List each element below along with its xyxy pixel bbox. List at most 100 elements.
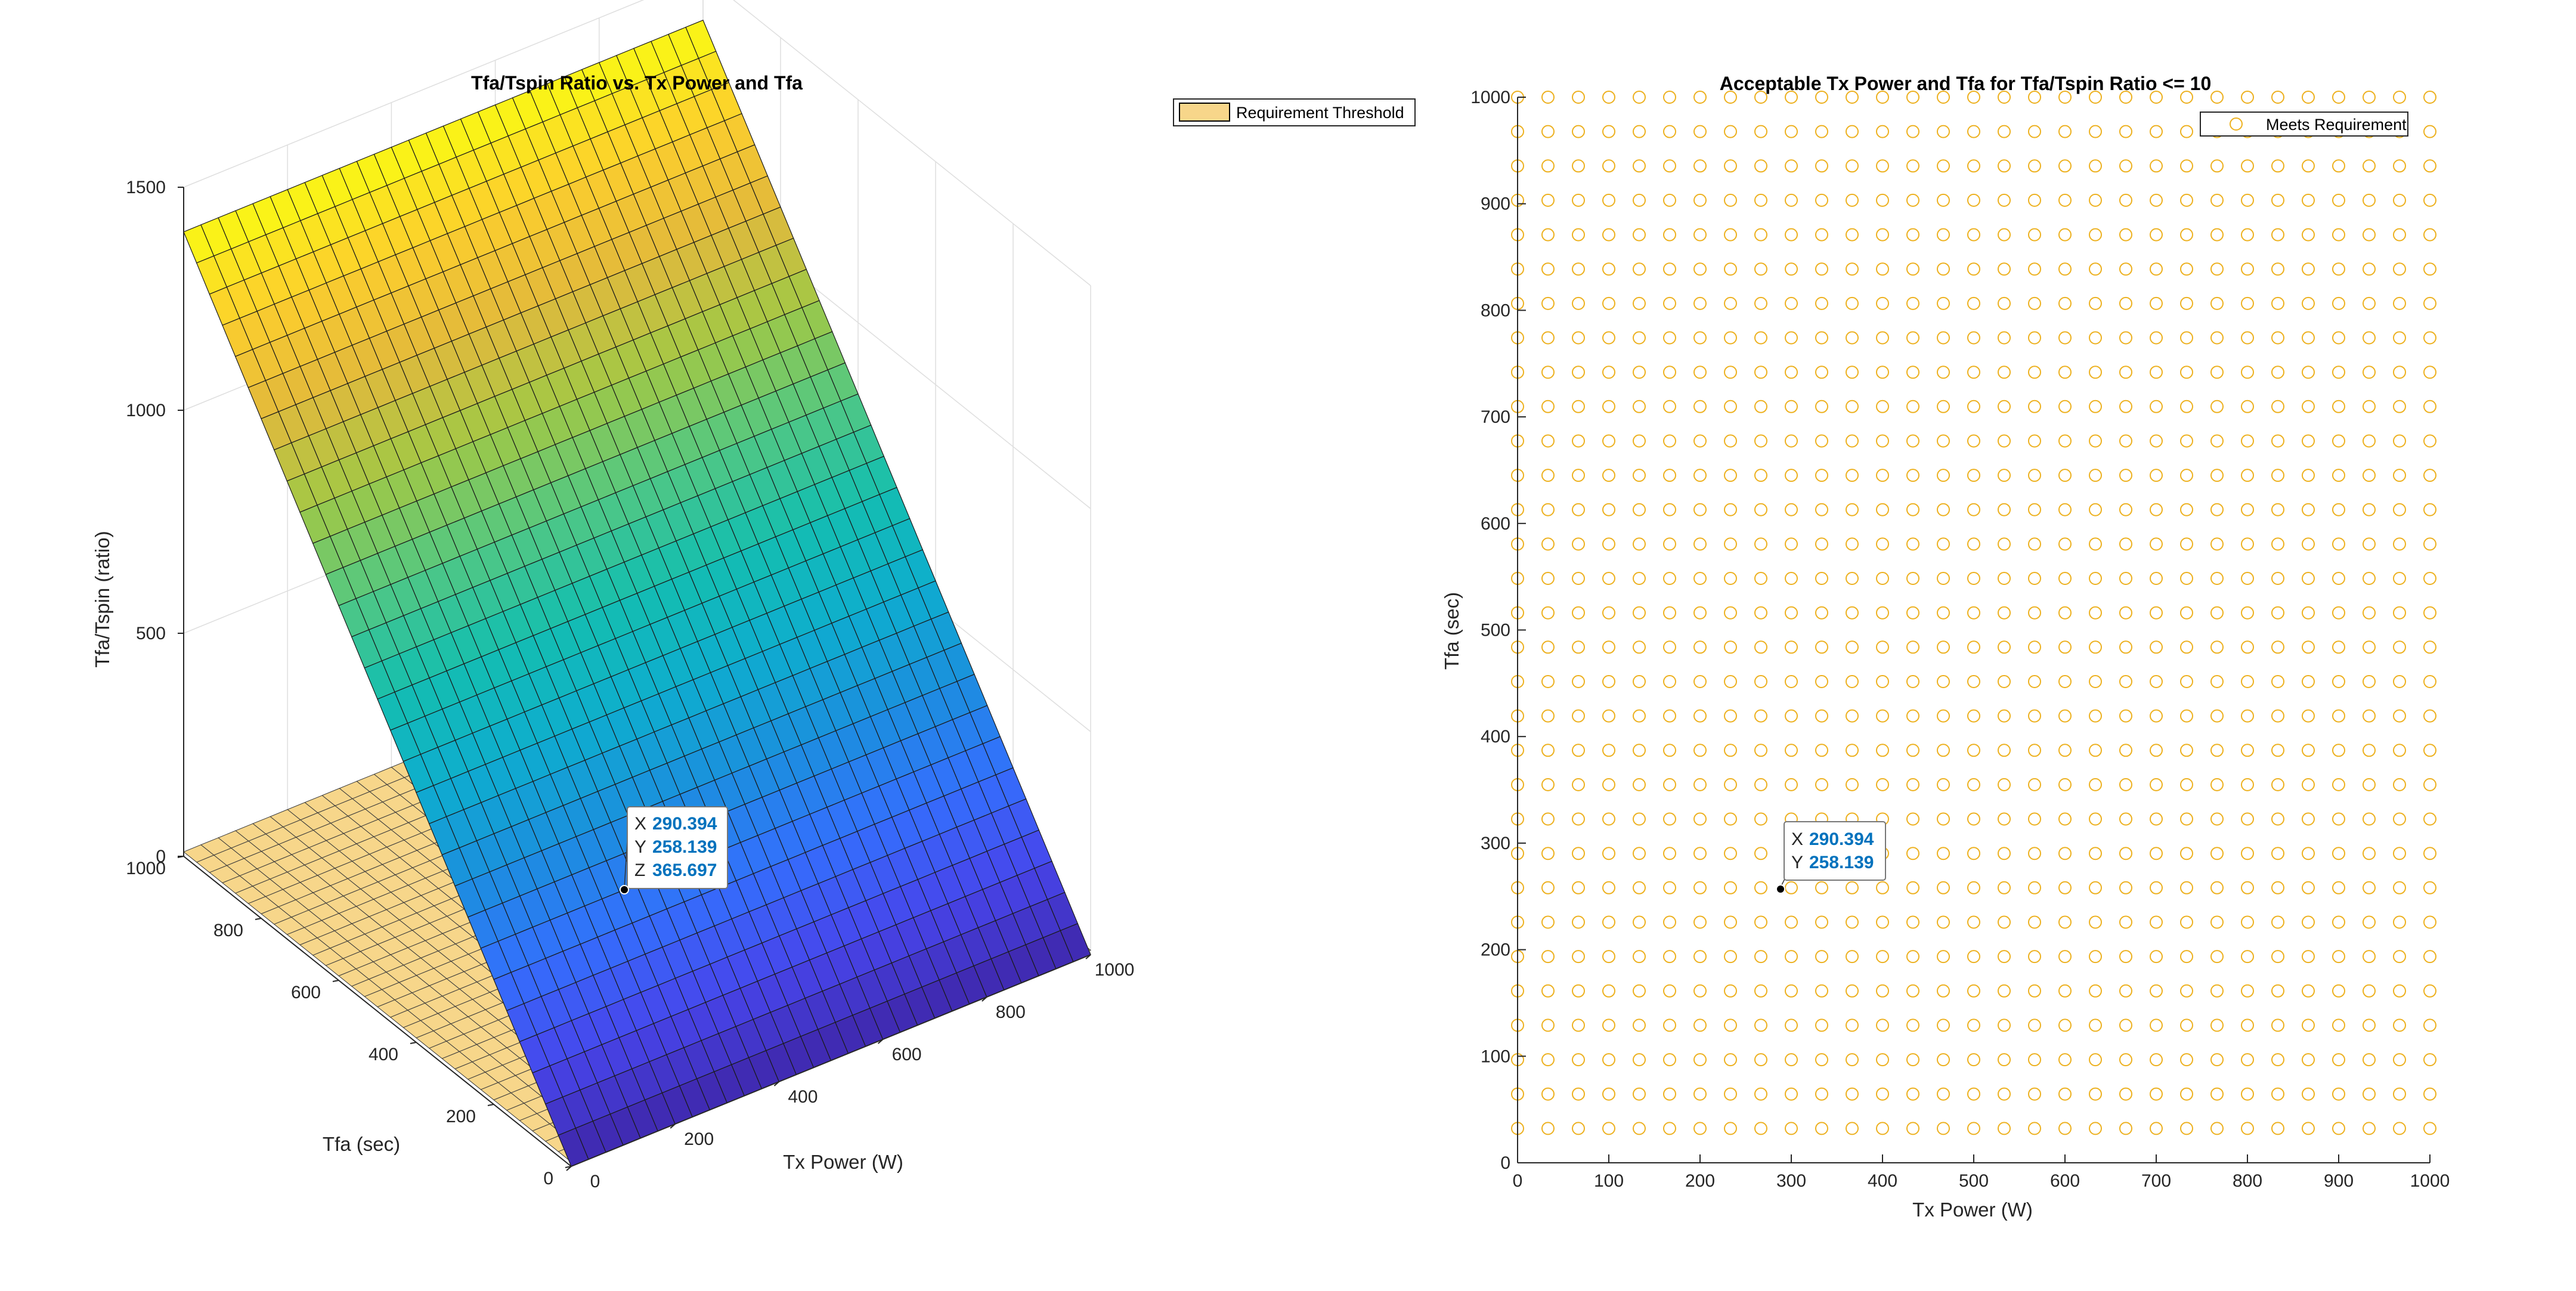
scatter-point [1815, 503, 1828, 516]
scatter-point [1754, 91, 1767, 104]
scatter-point [1754, 1018, 1767, 1032]
scatter-point [2241, 1018, 2254, 1032]
scatter-point [2332, 296, 2345, 310]
scatter-point [2180, 915, 2193, 929]
scatter-point [1541, 915, 1555, 929]
scatter-point [1846, 125, 1859, 138]
y-tick-mark [255, 918, 262, 920]
scatter-point [2241, 950, 2254, 964]
scatter-point [1754, 537, 1767, 551]
scatter-point [2119, 469, 2132, 482]
scatter-point [1937, 1087, 1950, 1101]
scatter-point [1754, 950, 1767, 964]
scatter-datatip[interactable]: X 290.394 Y 258.139 [1776, 821, 1886, 894]
scatter-point [2393, 193, 2406, 207]
scatter-point [1967, 881, 1980, 894]
scatter-point [2089, 572, 2102, 585]
scatter-point [1998, 1018, 2011, 1032]
scatter-point [1754, 881, 1767, 894]
scatter-point [1633, 1018, 1646, 1032]
scatter-point [2423, 331, 2436, 345]
scatter-point [2180, 91, 2193, 104]
scatter-point [2058, 366, 2072, 379]
scatter-point [1724, 709, 1737, 723]
scatter-point [2089, 812, 2102, 826]
scatter-point [2332, 778, 2345, 791]
scatter-point [1967, 159, 1980, 173]
scatter-point [2119, 675, 2132, 688]
scatter-point [2058, 193, 2072, 207]
scatter-point [2363, 1122, 2376, 1135]
scatter-point [2180, 331, 2193, 345]
scatter-point [2332, 469, 2345, 482]
scatter-legend[interactable]: Meets Requirement [2200, 112, 2408, 137]
scatter-point [2119, 572, 2132, 585]
scatter-point [1693, 434, 1707, 448]
scatter-point [2119, 744, 2132, 757]
scatter-point [1846, 1018, 1859, 1032]
scatter-point [1846, 915, 1859, 929]
scatter-point [2058, 744, 2072, 757]
scatter-point [2271, 193, 2284, 207]
scatter-point [2302, 296, 2315, 310]
scatter-point [1906, 950, 1919, 964]
scatter-point [1633, 778, 1646, 791]
scatter-point [2241, 366, 2254, 379]
scatter-point [1998, 984, 2011, 998]
scatter-point [1937, 881, 1950, 894]
scatter-point [2423, 709, 2436, 723]
scatter-point [2150, 778, 2163, 791]
scatter-point [2241, 675, 2254, 688]
scatter-point [1663, 1053, 1676, 1067]
scatter-point [2363, 640, 2376, 654]
scatter-point [1602, 1087, 1615, 1101]
scatter-point [1815, 984, 1828, 998]
scatter-point [2028, 984, 2041, 998]
scatter-point [1572, 606, 1585, 620]
scatter-point [2332, 537, 2345, 551]
scatter-point [2210, 366, 2224, 379]
scatter-point [1967, 744, 1980, 757]
scatter-point [1906, 984, 1919, 998]
surface-plot-axes[interactable]: 0200400600800100002004006008001000050010… [91, 0, 1416, 1191]
scatter-point [2271, 91, 2284, 104]
scatter-plot-axes[interactable]: 0 100 200 300 400 500 600 700 800 900 1000 0 100 200 3… [1441, 73, 2450, 1221]
scatter-point [2302, 915, 2315, 929]
scatter-point [2332, 984, 2345, 998]
scatter-point [2180, 193, 2193, 207]
scatter-point [1572, 159, 1585, 173]
surface-legend[interactable]: Requirement Threshold [1173, 98, 1416, 126]
scatter-point [1572, 950, 1585, 964]
scatter-point [2180, 434, 2193, 448]
scatter-point [2180, 606, 2193, 620]
scatter-point [1876, 744, 1889, 757]
scatter-point [2150, 400, 2163, 413]
scatter-point [2058, 159, 2072, 173]
scatter-point [2241, 193, 2254, 207]
scatter-point [1937, 503, 1950, 516]
scatter-point [1693, 296, 1707, 310]
scatter-point [2210, 1122, 2224, 1135]
scatter-point [1967, 709, 1980, 723]
scatter-point [2180, 950, 2193, 964]
scatter-point [1876, 193, 1889, 207]
scatter-point [2423, 262, 2436, 276]
scatter-point [2241, 537, 2254, 551]
surface-datatip[interactable]: X 290.394 Y 258.139 Z 365.697 [620, 806, 728, 894]
scatter-point [1815, 1122, 1828, 1135]
scatter-point [1572, 1122, 1585, 1135]
scatter-points[interactable] [1511, 91, 2436, 1135]
scatter-point [2363, 881, 2376, 894]
scatter-point [1572, 366, 1585, 379]
scatter-point [2028, 262, 2041, 276]
scatter-point [1846, 331, 1859, 345]
scatter-point [2363, 744, 2376, 757]
scatter-point [1633, 262, 1646, 276]
scatter-y-tick-label: 1000 [1470, 88, 1510, 107]
scatter-point [1572, 812, 1585, 826]
scatter-point [2423, 91, 2436, 104]
scatter-point [1937, 1122, 1950, 1135]
scatter-point [2332, 1087, 2345, 1101]
scatter-point [2332, 228, 2345, 242]
